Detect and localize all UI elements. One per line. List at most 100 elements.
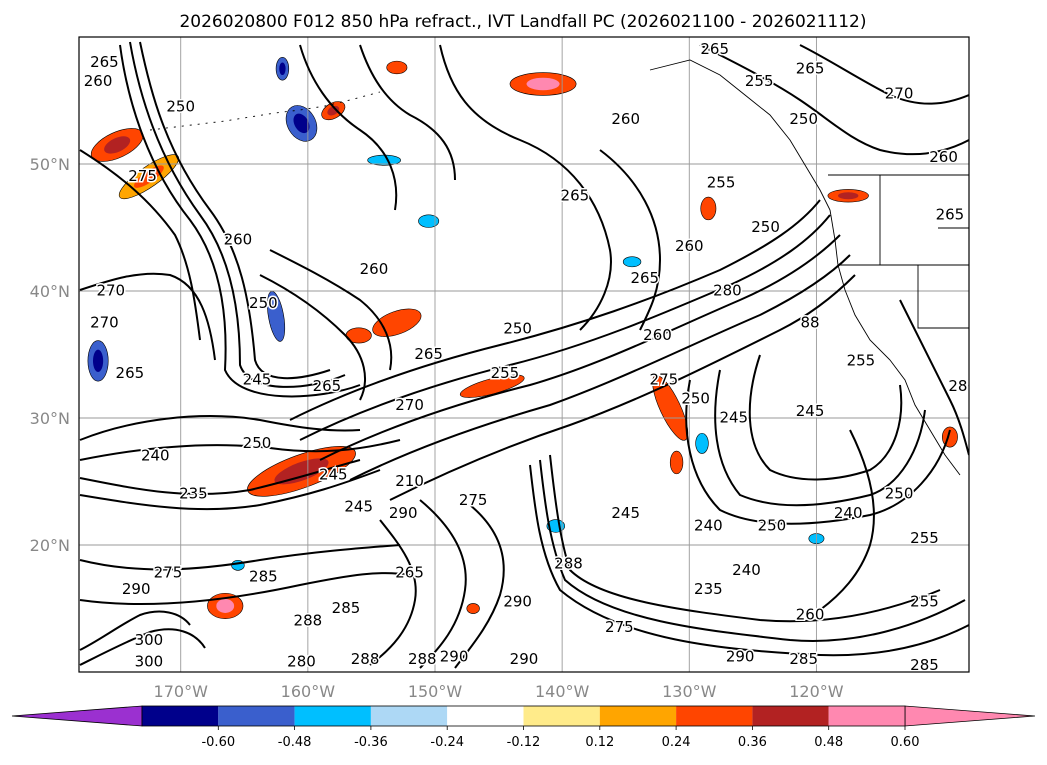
contour-label: 265 [313, 377, 342, 395]
contour-line [599, 149, 662, 331]
contour-label: 260 [675, 237, 704, 255]
contour-label: 235 [179, 485, 208, 503]
contour-label: 260 [929, 148, 958, 166]
longitude-tick-labels: 170°W 160°W 150°W 140°W 130°W 120°W [154, 682, 844, 701]
contour-label: 88 [801, 313, 820, 331]
contour-line [439, 44, 612, 331]
colorbar-extend-max [904, 705, 1036, 727]
shaded-region-core [293, 113, 310, 134]
contour-label: 290 [503, 593, 532, 611]
contour-line [269, 249, 393, 371]
contour-label: 275 [605, 618, 634, 636]
contour-label: 250 [758, 516, 787, 534]
contour-label: 290 [122, 580, 151, 598]
contour-label: 240 [834, 504, 863, 522]
contour-line [699, 44, 969, 156]
contour-label: 288 [294, 612, 323, 630]
contour-label: 260 [796, 605, 825, 623]
shaded-region-core [92, 349, 104, 373]
contour-label: 290 [389, 504, 418, 522]
contour-label: 265 [414, 345, 443, 363]
contour-line [79, 628, 206, 666]
contour-label: 250 [166, 97, 195, 115]
contour-line [79, 610, 191, 651]
shaded-region [418, 214, 440, 228]
contour-label: 245 [243, 370, 272, 388]
contour-label: 265 [796, 59, 825, 77]
contour-line [79, 439, 401, 461]
contour-label: 250 [503, 320, 532, 338]
contour-label: 265 [630, 269, 659, 287]
shaded-region [652, 375, 689, 441]
contour-label: 270 [96, 282, 125, 300]
colorbar-tick-label: -0.60 [201, 735, 235, 750]
contour-label: 250 [885, 485, 914, 503]
contour-label: 245 [611, 504, 640, 522]
colorbar-swatch [294, 706, 371, 726]
contour-label: 255 [847, 351, 876, 369]
contour-label: 280 [287, 652, 316, 670]
contour-label: 250 [243, 434, 272, 452]
contour-label: 288 [554, 555, 583, 573]
aleutian-islands [149, 91, 381, 131]
contour-line [129, 41, 346, 388]
colorbar-swatch [218, 706, 295, 726]
colorbar-tick-label: -0.24 [430, 735, 464, 750]
colorbar-swatch [828, 706, 905, 726]
colorbar-tick-label: 0.12 [585, 735, 614, 750]
contour-line [79, 415, 361, 441]
contour-label: 240 [141, 447, 170, 465]
contour-label: 250 [789, 110, 818, 128]
shaded-region-core [133, 165, 164, 188]
x-tick-label: 150°W [408, 682, 463, 701]
contour-label: 290 [510, 650, 539, 668]
contour-label: 250 [681, 389, 710, 407]
colorbar: -0.60 -0.48 -0.36 -0.24 -0.12 0.12 0.24 0.36 0.4… [11, 705, 1036, 750]
contour-label: 255 [910, 529, 939, 547]
contour-label: 275 [154, 563, 183, 581]
alaska-coastline [649, 59, 831, 211]
contour-label: 245 [719, 409, 748, 427]
shaded-anomaly-layer [87, 57, 958, 619]
y-tick-label: 50°N [30, 155, 70, 174]
contour-line [119, 44, 361, 398]
contour-line [369, 519, 417, 666]
contour-line [299, 214, 831, 441]
shaded-region-core [327, 105, 340, 116]
contour-line [79, 572, 411, 606]
contour-label: 265 [561, 186, 590, 204]
shaded-region-core [279, 62, 286, 76]
contour-label: 245 [796, 402, 825, 420]
x-tick-label: 160°W [281, 682, 336, 701]
contour-label: 265 [90, 53, 119, 71]
contour-label: 285 [332, 599, 361, 617]
contour-line [419, 499, 467, 669]
plot-frame [78, 36, 970, 673]
shaded-region-core [526, 77, 560, 91]
colorbar-tick-label: 0.48 [814, 735, 843, 750]
contour-label: 245 [319, 466, 348, 484]
shaded-region [695, 432, 709, 454]
contour-label: 255 [707, 174, 736, 192]
contour-label: 275 [459, 491, 488, 509]
contour-line [139, 41, 331, 380]
shaded-region [700, 196, 717, 221]
contour-line [299, 44, 398, 211]
colorbar-swatch [370, 706, 448, 726]
contour-label: 270 [90, 313, 119, 331]
contour-label: 240 [732, 561, 761, 579]
x-tick-label: 130°W [662, 682, 717, 701]
contour-label: 288 [408, 650, 437, 668]
contour-label: 255 [910, 593, 939, 611]
contour-line [714, 369, 926, 507]
x-tick-label: 140°W [535, 682, 590, 701]
contour-label: 270 [885, 85, 914, 103]
contour-line [549, 454, 941, 623]
colorbar-swatch [523, 706, 600, 726]
contour-label: 235 [694, 580, 723, 598]
colorbar-tick-label: -0.12 [507, 735, 541, 750]
contour-label: 255 [745, 72, 774, 90]
contour-line [748, 354, 903, 481]
colorbar-tick-label: 0.60 [891, 735, 920, 750]
